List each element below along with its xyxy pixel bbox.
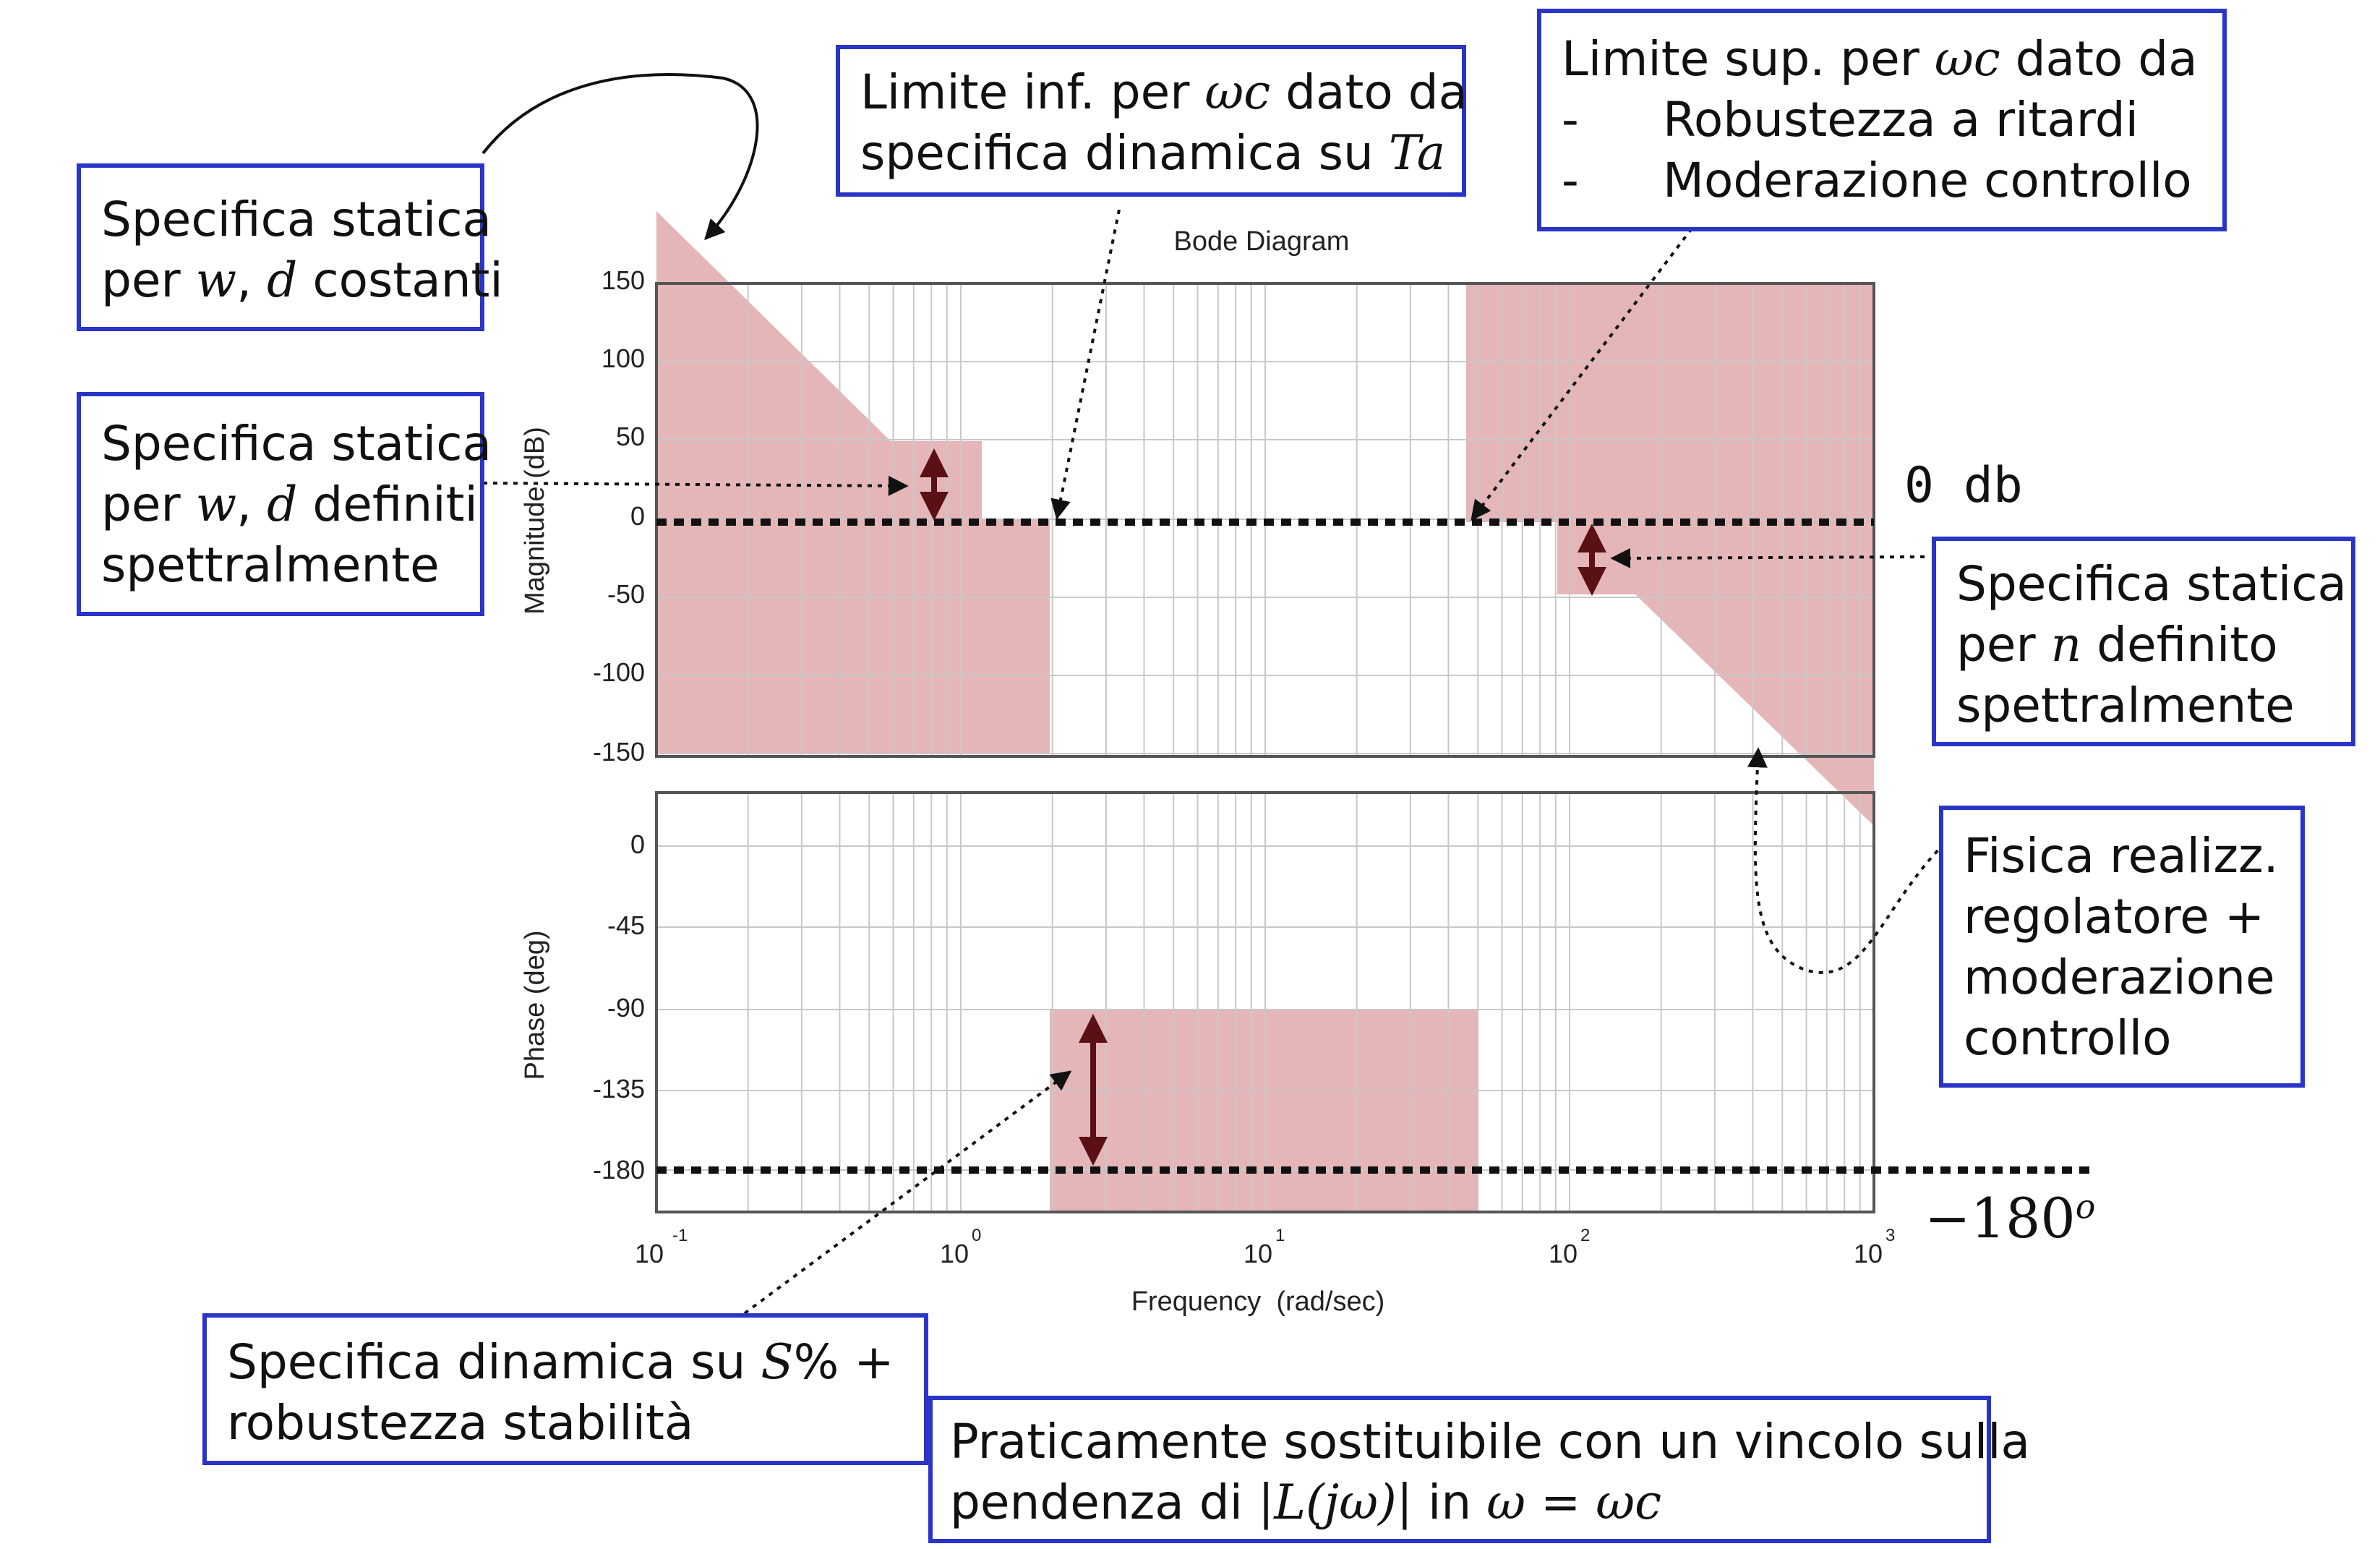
magnitude-ylabel: Magnitude (dB) — [520, 427, 550, 615]
callout-dynamic-spec: Specifica dinamica su S% + robustezza st… — [202, 1313, 928, 1465]
phase-tick-minus180: -180 — [593, 1155, 645, 1185]
x-tick-1e1: 10 1 — [1243, 1226, 1285, 1268]
x-tick-labels: 10 -1 10 0 10 1 10 2 10 3 — [635, 1226, 1895, 1268]
callout-static-spectral-line1: Specifica statica — [101, 416, 492, 471]
svg-text:10: 10 — [1549, 1239, 1578, 1268]
svg-text:0: 0 — [972, 1226, 981, 1245]
phase-ylabel: Phase (deg) — [520, 930, 550, 1080]
callout-physical-realization: Fisica realizz. regolatore + moderazione… — [1939, 806, 2305, 1088]
zero-db-label: 0 db — [1904, 457, 2023, 514]
region-static-const — [656, 211, 1050, 754]
callout-dynamic-line2: robustezza stabilità — [227, 1395, 694, 1451]
magnitude-tick-labels: 150 100 50 0 -50 -100 -150 — [593, 265, 645, 767]
svg-text:-1: -1 — [672, 1226, 688, 1245]
callout-connectors — [481, 73, 1946, 1315]
callout-static-constant: Specifica statica per w, d costanti — [77, 163, 503, 331]
callout-upper-limit-line1: Limite sup. per ωc dato da — [1562, 31, 2198, 87]
connector-lower-limit — [1050, 209, 1121, 520]
callout-static-noise-line2: per n definito — [1956, 617, 2278, 673]
callout-static-constant-line2: per w, d costanti — [101, 252, 503, 308]
callout-static-noise-line3: spettralmente — [1956, 678, 2295, 733]
mag-tick-minus50: -50 — [607, 579, 645, 609]
phase-tick-minus45: -45 — [607, 910, 645, 940]
callout-lower-limit-line2: specifica dinamica su Ta — [860, 125, 1446, 181]
callout-physical-line2: regolatore + — [1964, 889, 2265, 944]
phase-axes-frame — [655, 791, 1875, 1213]
phase-grid — [656, 793, 1875, 1212]
connector-dynamic — [743, 1070, 1072, 1315]
svg-text:10: 10 — [635, 1239, 664, 1268]
connector-physical — [1747, 747, 1946, 974]
x-tick-1e2: 10 2 — [1549, 1226, 1590, 1268]
phase-tick-minus135: -135 — [593, 1074, 645, 1104]
callout-static-noise-line1: Specifica statica — [1956, 556, 2347, 612]
callout-slope-line2: pendenza di |L(jω)| in ω = ωc — [950, 1475, 1662, 1530]
plot-title: Bode Diagram — [1174, 226, 1350, 257]
svg-text:10: 10 — [1243, 1239, 1272, 1268]
x-tick-1e3: 10 3 — [1854, 1226, 1895, 1268]
minus180-label-degree: o — [2075, 1187, 2096, 1226]
svg-text:1: 1 — [1275, 1226, 1285, 1245]
mag-tick-minus150: -150 — [593, 737, 645, 767]
callout-slope-line1: Praticamente sostituibile con un vincolo… — [950, 1414, 2030, 1469]
minus180-label-value: −180 — [1925, 1186, 2076, 1250]
region-upper-limit — [1466, 283, 1874, 826]
callout-dynamic-line1: Specifica dinamica su S% + — [227, 1334, 894, 1390]
callout-static-constant-line1: Specifica statica — [101, 192, 492, 247]
phase-tick-minus90: -90 — [607, 993, 645, 1023]
callout-upper-limit: Limite sup. per ωc dato da - Robustezza a… — [1537, 9, 2227, 231]
phase-tick-labels: 0 -45 -90 -135 -180 — [593, 829, 645, 1185]
x-axis-label: Frequency (rad/sec) — [1131, 1286, 1385, 1317]
phase-tick-0: 0 — [630, 829, 645, 859]
callout-upper-limit-item1: - Robustezza a ritardi — [1562, 92, 2139, 148]
region-phase-margin — [1050, 1010, 1478, 1212]
callout-static-noise: Specifica statica per n definito spettra… — [1932, 537, 2355, 746]
magnitude-grid — [656, 283, 1875, 756]
mag-tick-100: 100 — [602, 343, 645, 373]
callout-lower-limit: Limite inf. per ωc dato da specifica din… — [836, 45, 1468, 197]
minus180-label: −180o — [1925, 1186, 2095, 1250]
x-tick-1e-1: 10 -1 — [635, 1226, 688, 1268]
callout-physical-line4: controllo — [1964, 1010, 2172, 1066]
svg-text:3: 3 — [1885, 1226, 1895, 1245]
svg-text:10: 10 — [1854, 1239, 1883, 1268]
callout-static-spectral-line3: spettralmente — [101, 537, 440, 593]
callout-upper-limit-item2: - Moderazione controllo — [1562, 153, 2192, 208]
x-tick-1e0: 10 0 — [940, 1226, 981, 1268]
mag-tick-minus100: -100 — [593, 657, 645, 687]
mag-tick-0: 0 — [630, 501, 645, 531]
callout-physical-line1: Fisica realizz. — [1964, 828, 2279, 884]
callout-physical-line3: moderazione — [1964, 950, 2275, 1005]
callout-static-spectral-line2: per w, d definiti — [101, 477, 478, 532]
connector-upper-limit — [1471, 227, 1693, 521]
mag-tick-50: 50 — [616, 422, 645, 451]
svg-text:2: 2 — [1580, 1226, 1590, 1245]
callout-lower-limit-line1: Limite inf. per ωc dato da — [860, 64, 1468, 120]
mag-tick-150: 150 — [602, 265, 645, 295]
callout-slope-constraint: Praticamente sostituibile con un vincolo… — [928, 1396, 2030, 1543]
callout-static-spectral: Specifica statica per w, d definiti spet… — [77, 392, 492, 616]
connector-static-const — [481, 73, 759, 241]
forbidden-regions-magnitude — [656, 211, 1874, 826]
connector-noise — [1610, 547, 1925, 568]
svg-text:10: 10 — [940, 1239, 969, 1268]
margin-arrows — [920, 448, 1606, 1166]
